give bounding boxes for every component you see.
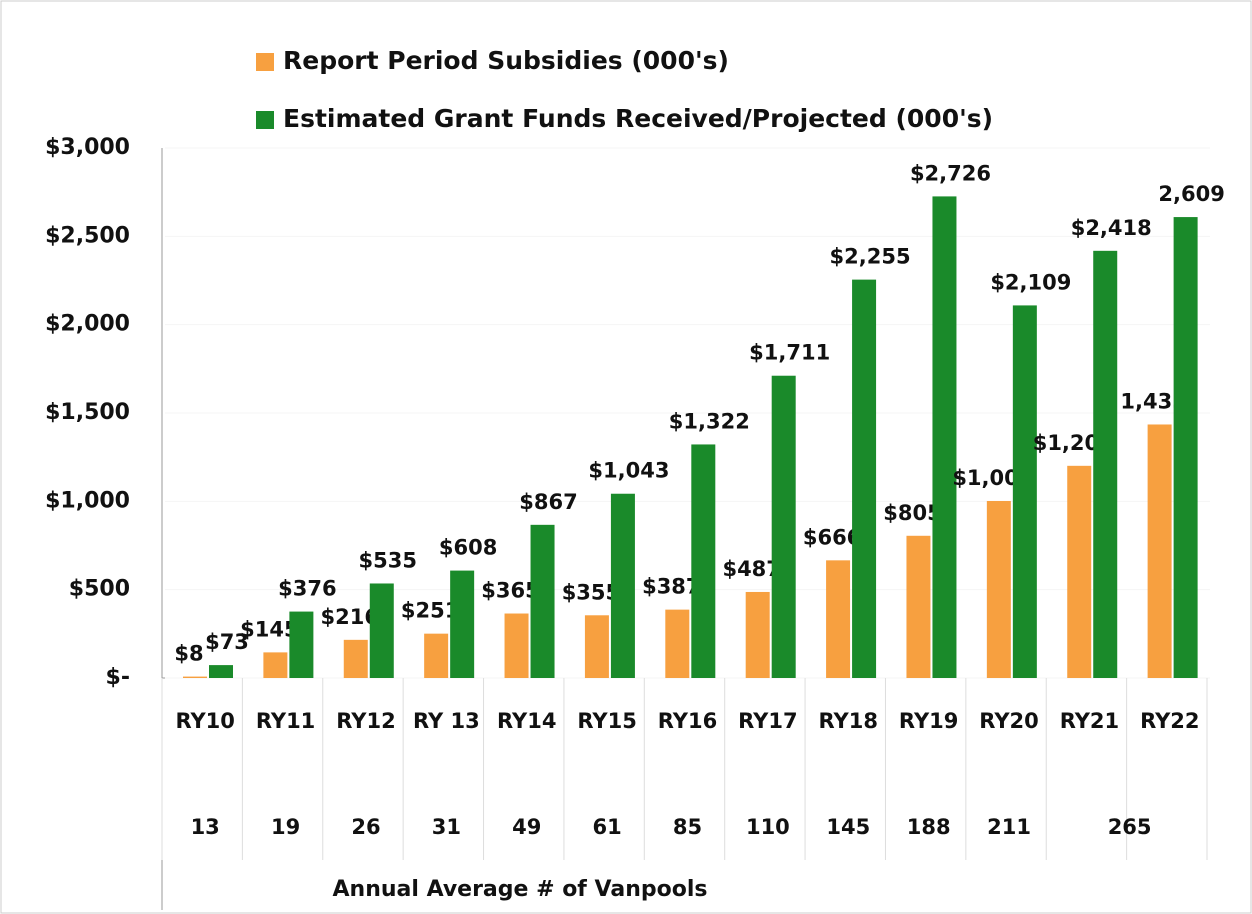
data-label: $8 [174,642,203,666]
x-tick-label: RY16 [658,709,717,733]
vanpool-count: 85 [673,815,702,839]
vanpool-count: 31 [432,815,461,839]
legend-swatch [256,111,274,129]
bar [209,665,233,678]
vanpool-count: 145 [826,815,870,839]
x-tick-label: RY18 [819,709,878,733]
bar [424,633,449,678]
data-label: $805 [883,501,941,525]
bar [584,615,609,678]
bar [986,500,1011,678]
bar [450,570,475,678]
y-tick-label: $1,000 [45,488,130,513]
bar [1012,305,1037,678]
data-label: $1,711 [749,341,830,365]
vanpool-count: 265 [1108,815,1152,839]
bar [530,524,555,678]
data-label: $1,043 [588,459,669,483]
x-tick-label: RY15 [577,709,636,733]
bar [1093,250,1118,678]
y-tick-label: $1,500 [45,400,130,425]
bar [1147,424,1172,678]
bar [369,583,394,678]
x-tick-label: RY19 [899,709,958,733]
data-label: $666 [803,525,861,549]
x-tick-label: RY20 [979,709,1038,733]
bar [691,444,716,678]
x-tick-label: RY17 [738,709,797,733]
bar [771,375,796,678]
bar [906,535,931,678]
data-label: $387 [642,575,700,599]
data-label: $867 [519,490,577,514]
bar [826,560,851,678]
x-tick-label: RY21 [1060,709,1119,733]
data-label: $355 [562,580,620,604]
data-label: $2,255 [830,245,911,269]
x-tick-label: RY14 [497,709,556,733]
data-label: $365 [481,579,539,603]
data-label: $216 [321,605,379,629]
legend-swatch [256,53,274,71]
x-tick-label: RY22 [1140,709,1199,733]
vanpool-count: 49 [512,815,541,839]
data-label: $1,322 [669,409,750,433]
vanpool-count: 211 [987,815,1031,839]
x-tick-label: RY11 [256,709,315,733]
x-axis-label: Annual Average # of Vanpools [333,877,708,902]
data-label: $608 [439,536,497,560]
bar [610,493,635,678]
bar [183,676,207,678]
bar [745,591,770,678]
y-tick-label: $2,500 [45,223,130,248]
vanpool-count: 188 [907,815,951,839]
bar [1173,217,1198,678]
bar [504,613,529,678]
y-tick-label: $500 [69,577,130,602]
bar [343,639,368,678]
vanpool-count: 19 [271,815,300,839]
data-label: $2,726 [910,161,991,185]
bar [665,609,690,678]
bar [289,611,314,678]
data-label: $145 [240,617,298,641]
vanpool-count: 61 [592,815,621,839]
y-tick-label: $3,000 [45,135,130,160]
data-label: $73 [205,630,249,654]
y-tick-label: $2,000 [45,312,130,337]
data-label: $376 [278,577,336,601]
x-tick-label: RY10 [175,709,234,733]
bar [1067,465,1092,678]
bar [852,279,877,678]
vanpool-count: 110 [746,815,790,839]
data-label: $535 [359,548,417,572]
bar [263,652,288,678]
data-label: $2,109 [990,270,1071,294]
data-label: $487 [722,557,780,581]
data-label: 2,609 [1158,182,1224,206]
legend-label: Report Period Subsidies (000's) [283,46,729,75]
legend-label: Estimated Grant Funds Received/Projected… [283,104,993,133]
y-tick-label: $- [106,665,130,690]
x-tick-label: RY 13 [413,709,480,733]
vanpool-count: 13 [191,815,220,839]
bar [932,196,957,678]
data-label: $251 [401,599,459,623]
vanpool-count: 26 [351,815,380,839]
data-label: $2,418 [1071,216,1152,240]
x-tick-label: RY12 [336,709,395,733]
